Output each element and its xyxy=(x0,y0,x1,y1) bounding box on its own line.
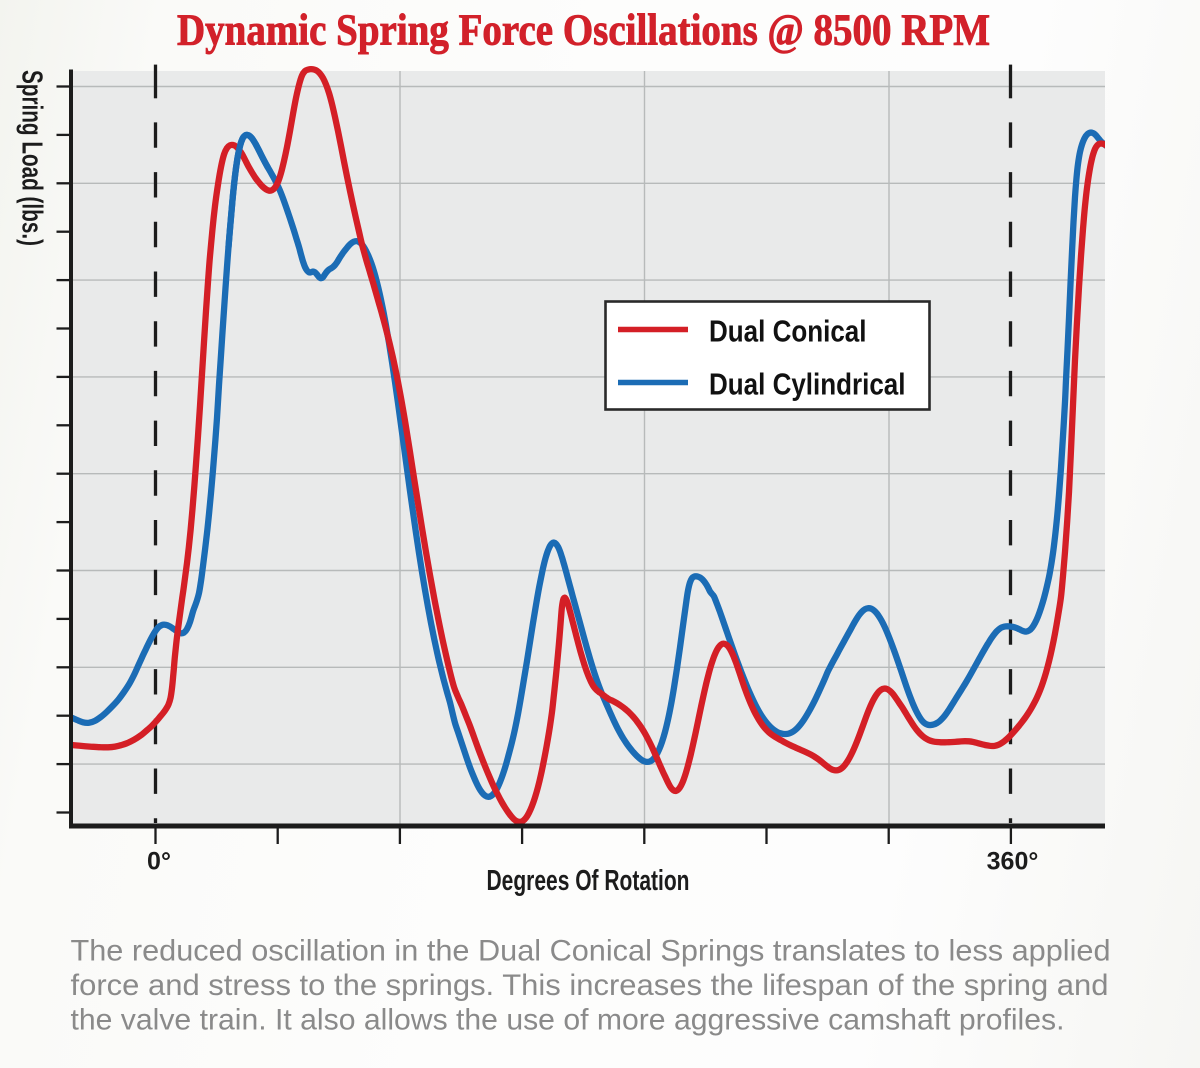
svg-text:Dynamic Spring Force Oscillati: Dynamic Spring Force Oscillations @ 8500… xyxy=(177,6,990,55)
svg-text:0°: 0° xyxy=(147,848,171,876)
svg-text:Degrees Of Rotation: Degrees Of Rotation xyxy=(487,865,690,897)
svg-text:Dual Conical: Dual Conical xyxy=(709,314,867,349)
svg-text:the valve train. It also allow: the valve train. It also allows the use … xyxy=(71,1004,1065,1037)
svg-text:Dual Cylindrical: Dual Cylindrical xyxy=(709,367,906,402)
svg-text:force and stress to the spring: force and stress to the springs. This in… xyxy=(71,969,1109,1002)
svg-text:Spring Load (lbs.): Spring Load (lbs.) xyxy=(16,70,48,246)
svg-text:The reduced oscillation in the: The reduced oscillation in the Dual Coni… xyxy=(71,935,1111,968)
svg-text:360°: 360° xyxy=(987,848,1039,876)
